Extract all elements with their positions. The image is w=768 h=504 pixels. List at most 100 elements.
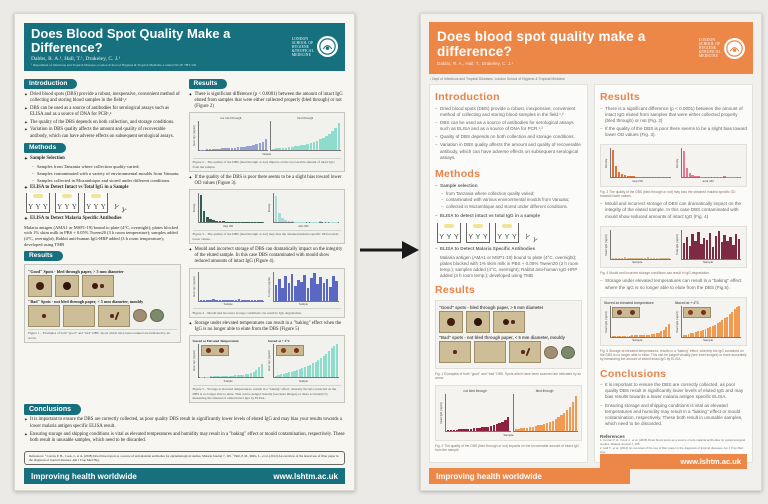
figure3-ylabel: Density [192, 204, 196, 213]
figure4-bars-mould [610, 229, 671, 260]
lshtm-logo-text: LONDON SCHOOL of HYGIENE &TROPICAL MEDIC… [698, 37, 721, 59]
methods-elisa2-title-list: ELISA to Detect Malaria Specific Antibod… [24, 216, 181, 222]
legend-not-bled: not bled through [463, 389, 487, 394]
figure2-panel: not bled through bled through Intact IgG… [188, 112, 345, 172]
figure3-ylabel: Density [604, 158, 608, 169]
dbs-inset-image [612, 306, 640, 318]
poster-title: Does Blood Spot Quality Make a Differenc… [31, 26, 231, 55]
intro-bullet: Dried blood spots (DBS) provide a robust… [435, 106, 582, 118]
references-title: References [600, 434, 625, 440]
figure5-title-cold: Stored at + 4°C [267, 339, 291, 344]
dbs-card [28, 304, 60, 327]
poster-before-header: Does Blood Spot Quality Make a Differenc… [24, 23, 345, 71]
dbs-card [98, 304, 130, 327]
figure3-hist-msp [610, 148, 671, 179]
figure2-ylabel: Intact IgG (ng/ml) [439, 402, 443, 425]
figure2-bars-not-bled [197, 121, 269, 152]
figure5-ylabel-b: Intact IgG (ng/ml) [674, 310, 679, 333]
figure3-caption: Fig. 3 The quality of the DBS (bled thro… [600, 189, 736, 199]
methods-elisa2-title: ELISA to Detect Malaria Specific Antibod… [24, 216, 181, 222]
lshtm-logo: LONDON SCHOOL of HYGIENE &TROPICAL MEDIC… [698, 37, 745, 59]
figure5-title-elevated: Stored at elevated temperature [604, 300, 654, 305]
bad-spots-row [28, 304, 177, 327]
antibody-icon: Y Y [523, 233, 539, 246]
figure2-bars-bled [270, 121, 341, 152]
figure4-xlabel-a: Sample [223, 302, 233, 307]
figure2-ylabel: Intact IgG (ng/ml) [192, 126, 196, 147]
methods-sub-bullet: Samples collected in Mozambique and stor… [32, 178, 181, 184]
results-bullet: If the quality of the DBS is poor there … [189, 175, 346, 187]
footer-url[interactable]: www.lshtm.ac.uk [273, 471, 338, 481]
figure5-panel: Stored at elevated temperature Intact Ig… [600, 296, 747, 347]
figure4-caption: Figure 4 – Mould and incorrect storage c… [192, 308, 341, 315]
lshtm-emblem-icon [724, 37, 745, 59]
poster-affiliation: ¹ Department of Infectious and Tropical … [31, 62, 197, 67]
good-spots-label: "Good" spots - bled through paper, > 5 m… [439, 305, 544, 311]
mouldy-spot-icon [133, 309, 147, 323]
methods-elisa2-title: ELISA to Detect Malaria Specific Antibod… [435, 246, 582, 252]
figure5-bars-elevated [197, 344, 264, 379]
figure4-bars-total [272, 271, 340, 302]
references-box: References: ¹ Corran, P. H., Cook, J., e… [24, 450, 345, 465]
conclusion-bullet: It is important to ensure the DBS are co… [600, 382, 747, 401]
footer-url-bar: www.lshtm.ac.uk [600, 454, 747, 470]
results-bullet: There is significant difference (p < 0.0… [189, 92, 346, 111]
section-introduction: Introduction [435, 91, 500, 103]
figure3-panel: Density msp OD Density ama OD [600, 144, 747, 187]
figure4-ylabel-a: Intact IgG (ng/ml) [192, 276, 196, 297]
introduction-list: Dried blood spots (DBS) provide a robust… [435, 106, 582, 164]
poster-title: Does blood spot quality make a differenc… [437, 29, 646, 59]
dbs-card [28, 274, 52, 297]
figure1-caption: Figure 1 – Examples of both "good" and "… [28, 328, 177, 340]
methods-sub-bullet: Samples from Tanzania where collection q… [32, 164, 181, 170]
results-bullet: If the quality of the DBS is poor there … [600, 126, 747, 138]
methods-elisa1-title-list: ELISA to Detect Intact vs Total IgG in a… [24, 185, 181, 191]
figure3-xlabel-msp: msp OD [223, 223, 234, 228]
figure5-title-cold: Stored at + 4°C [674, 300, 699, 305]
good-spots-row [28, 274, 177, 297]
methods-elisa2-text: Malaria antigen (AMA1 or MSP1-19) bound … [440, 255, 579, 278]
figure2-bars-bled [512, 394, 578, 433]
poster-after-columns: Introduction Dried blood spots (DBS) pro… [429, 84, 753, 470]
methods-sub-bullet: Samples contaminated with a variety of e… [32, 171, 181, 177]
figure3-panel: Density msp OD Density ama OD Figure 3 –… [188, 189, 345, 244]
footer-url[interactable]: www.lshtm.ac.uk [680, 457, 741, 467]
poster-authors: Dabbs, R. A., Hall, T., Drakeley, C. J.¹ [437, 60, 514, 66]
mouldy-spot-icon [544, 345, 558, 359]
figure3-hist-ama [272, 193, 340, 224]
bad-spots-label: "Bad" spots - not bled through paper, < … [439, 335, 566, 341]
figure1-caption: Fig. 1 Examples of both "good" and "bad"… [435, 372, 582, 381]
intro-bullet: Dried blood spots (DBS) provide a robust… [24, 92, 181, 104]
reference-item: 2. Hall T., et al. (2012) An overview of… [600, 445, 744, 454]
intro-bullet: DBS can be used as a source of antibodie… [435, 120, 582, 132]
methods-sample-title: Sample selection [435, 183, 582, 189]
conclusion-bullet: Ensuring storage and shipping conditions… [24, 432, 345, 445]
mouldy-spot-icon [561, 345, 575, 359]
figure4-xlabel-b: Sample [298, 302, 308, 307]
figure5-xlabel-b: Sample [298, 378, 308, 383]
dbs-card [439, 311, 463, 334]
figure4-ylabel-b: Total IgG (ng/ml) [674, 234, 679, 256]
methods-elisa2-text: Malaria antigen (AMA1 or MSP1-19) bound … [24, 224, 179, 248]
methods-elisa1-title: ELISA to Detect Intact vs Total IgG in a… [24, 185, 181, 191]
poster-after-footer: Improving health worldwide [429, 468, 630, 484]
figure4-bars-mould [197, 271, 264, 302]
figure5-ylabel-a: Intact IgG (ng/ml) [604, 310, 608, 333]
methods-elisa1-title: ELISA to detect intact vs total IgG in a… [435, 213, 582, 219]
section-results-left: Results [24, 250, 63, 262]
legend-bled: bled through [535, 389, 554, 394]
after-left-column: Introduction Dried blood spots (DBS) pro… [429, 84, 588, 463]
dbs-card [493, 311, 525, 334]
legend-not-bled: not bled through [220, 116, 242, 121]
poster-after-header: Does blood spot quality make a differenc… [429, 22, 753, 74]
before-right-column: Results There is significant difference … [188, 76, 346, 404]
methods-sub-bullet: contaminated with various environmental … [441, 197, 582, 203]
poster-after: Does blood spot quality make a differenc… [420, 13, 762, 491]
transformation-arrow-icon [358, 238, 420, 262]
methods-sub-bullet: collected in Mozambique and stored under… [441, 204, 582, 210]
